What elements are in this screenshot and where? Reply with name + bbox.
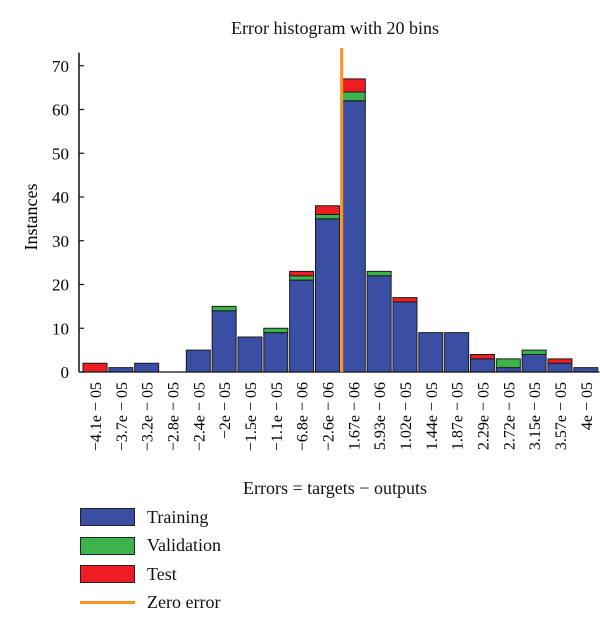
x-tick-label: 2.29e − 05	[475, 382, 492, 450]
bar-training	[134, 362, 160, 373]
bar-validation	[340, 91, 366, 102]
bar-training	[289, 279, 315, 373]
x-tick-label: −1.5e − 05	[243, 382, 260, 451]
bar-training	[263, 332, 289, 373]
bar-validation	[289, 275, 315, 281]
y-axis-label: Instances	[21, 184, 41, 251]
bar-training	[495, 367, 521, 373]
x-tick-label: −3.2e − 05	[140, 382, 157, 451]
x-tick-label: 1.87e − 05	[450, 382, 467, 450]
bar-test	[314, 205, 340, 215]
bar-training	[469, 358, 495, 373]
bar-test	[469, 354, 495, 360]
legend-swatch-validation	[80, 536, 135, 555]
x-axis: −4.1e − 05 −3.7e − 05 −3.2e − 05 −2.8e − 05…	[88, 382, 596, 451]
legend: Training Validation Test Zero error	[80, 503, 221, 617]
x-tick-label: −6.8e − 06	[295, 382, 312, 451]
legend-swatch-training	[80, 508, 135, 527]
bar-training	[418, 332, 444, 373]
bar-validation	[211, 305, 237, 312]
y-tick-label: 70	[52, 57, 69, 76]
bar-training	[366, 275, 392, 373]
legend-label-zero-error: Zero error	[147, 592, 221, 613]
x-tick-label: −2.6e − 06	[320, 382, 337, 451]
bar-training	[108, 367, 134, 373]
bar-test	[340, 78, 366, 93]
x-tick-label: −4.1e − 05	[88, 382, 105, 451]
bar-training	[392, 301, 418, 373]
x-tick-label: 1.44e − 05	[424, 382, 441, 450]
x-tick-label: 5.93e − 06	[372, 382, 389, 450]
bar-training	[237, 336, 263, 373]
bar-training	[185, 349, 211, 373]
bar-training	[573, 367, 599, 373]
bar-validation	[521, 349, 547, 355]
bar-validation	[314, 214, 340, 220]
y-tick-label: 40	[52, 188, 69, 207]
legend-item-training: Training	[80, 503, 221, 532]
bar-training	[444, 332, 470, 373]
legend-label-validation: Validation	[147, 535, 221, 556]
x-tick-label: −2.8e − 05	[165, 382, 182, 451]
bar-test	[547, 358, 573, 364]
x-tick-label: −2e − 05	[217, 382, 234, 439]
x-tick-label: 3.15e − 05	[527, 382, 544, 450]
x-tick-label: 1.67e − 06	[346, 382, 363, 450]
x-tick-label: 3.57e − 05	[553, 382, 570, 450]
x-tick-label: 1.02e − 05	[398, 382, 415, 450]
bar-validation	[366, 270, 392, 277]
legend-item-zero-error: Zero error	[80, 589, 221, 618]
y-axis: 0 10 20 30 40 50 60 70	[52, 52, 84, 382]
x-tick-label: 4e − 05	[579, 382, 596, 430]
bar-test	[82, 362, 108, 373]
legend-swatch-zero-error	[80, 601, 135, 605]
bars	[79, 78, 600, 373]
x-tick-label: −2.4e − 05	[191, 382, 208, 451]
y-tick-label: 30	[52, 232, 69, 251]
bar-validation	[495, 358, 521, 369]
legend-item-test: Test	[80, 560, 221, 589]
bar-training	[547, 362, 573, 373]
bar-training	[211, 310, 237, 373]
y-tick-label: 60	[52, 101, 69, 120]
bar-validation	[263, 327, 289, 334]
y-tick-label: 0	[61, 363, 70, 382]
bar-test	[289, 270, 315, 277]
y-tick-label: 20	[52, 276, 69, 295]
legend-swatch-test	[80, 565, 135, 584]
legend-label-training: Training	[147, 506, 209, 527]
bar-training	[521, 354, 547, 373]
y-tick-label: 50	[52, 144, 69, 163]
x-tick-label: 2.72e − 05	[501, 382, 518, 450]
x-tick-label: −3.7e − 05	[114, 382, 131, 451]
chart-title: Error histogram with 20 bins	[231, 18, 439, 38]
bar-test	[392, 297, 418, 303]
legend-item-validation: Validation	[80, 532, 221, 561]
y-tick-label: 10	[52, 319, 69, 338]
x-tick-label: −1.1e − 05	[269, 382, 286, 451]
bar-training	[340, 100, 366, 373]
x-axis-label: Errors = targets − outputs	[243, 478, 427, 498]
bar-training	[314, 218, 340, 373]
legend-label-test: Test	[147, 563, 177, 584]
